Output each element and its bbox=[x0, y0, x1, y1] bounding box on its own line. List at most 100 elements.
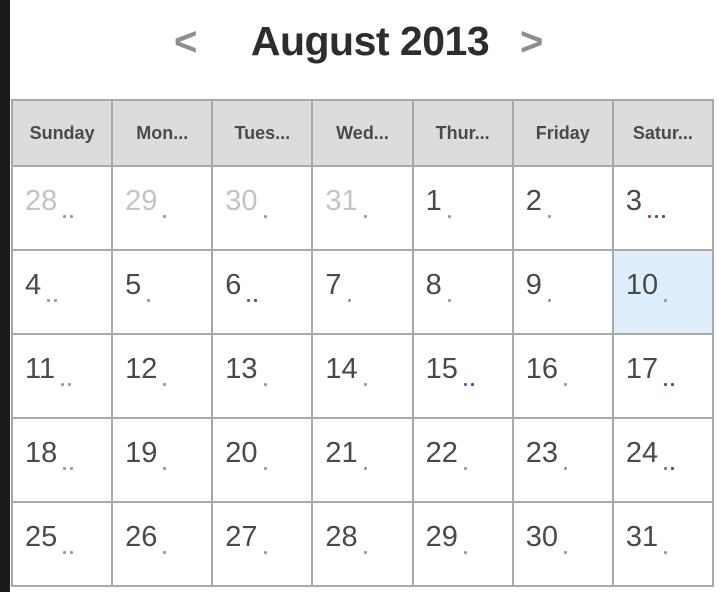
calendar-day-cell[interactable]: 31 bbox=[611, 501, 715, 587]
day-number: 14 bbox=[325, 353, 358, 385]
calendar-day-cell[interactable]: 14 bbox=[311, 333, 414, 419]
day-entry[interactable]: 4 bbox=[13, 251, 111, 317]
day-entry[interactable]: 21 bbox=[313, 419, 411, 485]
day-entry[interactable]: 30 bbox=[213, 167, 311, 233]
calendar-day-cell[interactable]: 23 bbox=[511, 417, 614, 503]
calendar-day-cell[interactable]: 21 bbox=[311, 417, 414, 503]
calendar-day-cell[interactable]: 28 bbox=[311, 501, 414, 587]
day-number: 30 bbox=[225, 185, 258, 217]
day-entry[interactable]: 29 bbox=[113, 167, 211, 233]
calendar-day-cell[interactable]: 29 bbox=[411, 501, 514, 587]
calendar-day-cell[interactable]: 29 bbox=[111, 165, 214, 251]
day-number: 20 bbox=[225, 437, 258, 469]
day-entry[interactable]: 10 bbox=[614, 251, 712, 317]
day-entry[interactable]: 3 bbox=[614, 167, 712, 233]
event-dot-icon bbox=[563, 383, 567, 386]
calendar-day-cell[interactable]: 30 bbox=[511, 501, 614, 587]
day-entry[interactable]: 7 bbox=[313, 251, 411, 317]
day-entry[interactable]: 18 bbox=[13, 419, 111, 485]
calendar-day-cell[interactable]: 22 bbox=[411, 417, 514, 503]
day-entry[interactable]: 28 bbox=[313, 503, 411, 569]
calendar-day-cell[interactable]: 7 bbox=[311, 249, 414, 335]
day-entry[interactable]: 2 bbox=[514, 167, 612, 233]
day-entry[interactable]: 22 bbox=[414, 419, 512, 485]
day-entry[interactable]: 11 bbox=[13, 335, 111, 401]
weekday-header-row: Sunday Mon... Tues... Wed... Thur... Fri… bbox=[10, 99, 715, 167]
day-entry[interactable]: 12 bbox=[113, 335, 211, 401]
calendar-day-cell[interactable]: 13 bbox=[211, 333, 314, 419]
event-indicator bbox=[664, 361, 678, 386]
event-indicator bbox=[563, 529, 571, 554]
day-entry[interactable]: 13 bbox=[213, 335, 311, 401]
day-entry[interactable]: 17 bbox=[614, 335, 712, 401]
calendar-day-cell[interactable]: 15 bbox=[411, 333, 514, 419]
calendar-day-cell[interactable]: 3 bbox=[611, 165, 715, 251]
calendar-day-cell[interactable]: 9 bbox=[511, 249, 614, 335]
event-dot-icon bbox=[363, 215, 367, 218]
day-entry[interactable]: 6 bbox=[213, 251, 311, 317]
calendar-day-cell[interactable]: 26 bbox=[111, 501, 214, 587]
day-entry[interactable]: 25 bbox=[13, 503, 111, 569]
day-entry[interactable]: 20 bbox=[213, 419, 311, 485]
event-indicator bbox=[163, 529, 170, 554]
calendar-day-cell[interactable]: 16 bbox=[511, 333, 614, 419]
calendar-day-cell[interactable]: 11 bbox=[10, 333, 114, 419]
calendar-day-cell[interactable]: 18 bbox=[10, 417, 114, 503]
event-dot-icon bbox=[671, 383, 675, 386]
event-indicator bbox=[664, 529, 671, 554]
day-entry[interactable]: 31 bbox=[614, 503, 712, 569]
calendar-day-cell[interactable]: 2 bbox=[511, 165, 614, 251]
event-dot-icon bbox=[263, 215, 267, 218]
calendar-widget: < August 2013 > Sunday Mon... Tues... We… bbox=[10, 0, 728, 592]
calendar-day-cell[interactable]: 28 bbox=[10, 165, 114, 251]
event-indicator bbox=[263, 361, 271, 386]
day-entry[interactable]: 16 bbox=[514, 335, 612, 401]
calendar-day-cell[interactable]: 8 bbox=[411, 249, 514, 335]
event-indicator bbox=[363, 361, 371, 386]
month-title: August 2013 bbox=[250, 18, 490, 64]
day-entry[interactable]: 9 bbox=[514, 251, 612, 317]
day-entry[interactable]: 27 bbox=[213, 503, 311, 569]
day-number: 16 bbox=[525, 353, 558, 385]
calendar-day-cell[interactable]: 19 bbox=[111, 417, 214, 503]
day-entry[interactable]: 23 bbox=[514, 419, 612, 485]
calendar-day-cell[interactable]: 12 bbox=[111, 333, 214, 419]
day-entry[interactable]: 5 bbox=[113, 251, 211, 317]
calendar-day-cell[interactable]: 25 bbox=[10, 501, 114, 587]
previous-month-button[interactable]: < bbox=[174, 20, 198, 64]
calendar-day-cell[interactable]: 20 bbox=[211, 417, 314, 503]
day-entry[interactable]: 14 bbox=[313, 335, 411, 401]
calendar-day-cell[interactable]: 4 bbox=[10, 249, 114, 335]
event-indicator bbox=[47, 277, 61, 302]
event-indicator bbox=[563, 361, 571, 386]
event-dot-icon bbox=[163, 215, 167, 218]
calendar-day-cell[interactable]: 6 bbox=[211, 249, 314, 335]
day-entry[interactable]: 26 bbox=[113, 503, 211, 569]
day-entry[interactable]: 30 bbox=[514, 503, 612, 569]
next-month-button[interactable]: > bbox=[520, 20, 544, 64]
day-entry[interactable]: 8 bbox=[414, 251, 512, 317]
event-dot-icon bbox=[463, 467, 467, 470]
day-entry[interactable]: 1 bbox=[414, 167, 512, 233]
calendar-day-cell[interactable]: 17 bbox=[611, 333, 715, 419]
day-entry[interactable]: 15 bbox=[414, 335, 512, 401]
calendar-day-cell[interactable]: 27 bbox=[211, 501, 314, 587]
day-entry[interactable]: 24 bbox=[614, 419, 712, 485]
event-indicator bbox=[363, 445, 371, 470]
calendar-day-cell[interactable]: 10 bbox=[611, 249, 715, 335]
day-entry[interactable]: 29 bbox=[414, 503, 512, 569]
calendar-day-cell[interactable]: 5 bbox=[111, 249, 214, 335]
calendar-day-cell[interactable]: 31 bbox=[311, 165, 414, 251]
weekday-wednesday: Wed... bbox=[311, 99, 414, 167]
calendar-day-cell[interactable]: 24 bbox=[611, 417, 715, 503]
day-entry[interactable]: 28 bbox=[13, 167, 111, 233]
event-indicator bbox=[463, 529, 471, 554]
event-indicator bbox=[363, 529, 371, 554]
calendar-day-cell[interactable]: 1 bbox=[411, 165, 514, 251]
event-dot-icon bbox=[163, 467, 167, 470]
day-number: 28 bbox=[25, 185, 58, 217]
event-indicator bbox=[463, 361, 478, 386]
day-entry[interactable]: 19 bbox=[113, 419, 211, 485]
calendar-day-cell[interactable]: 30 bbox=[211, 165, 314, 251]
day-entry[interactable]: 31 bbox=[313, 167, 411, 233]
